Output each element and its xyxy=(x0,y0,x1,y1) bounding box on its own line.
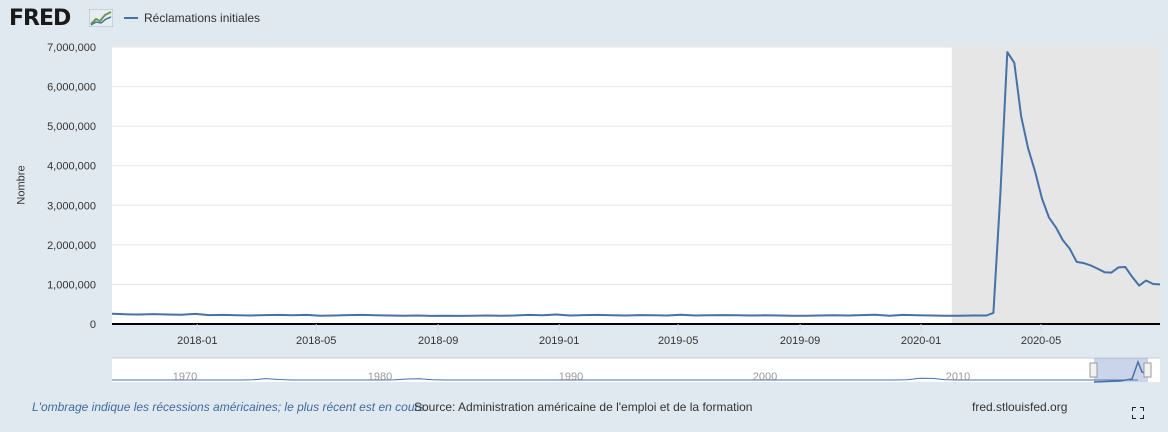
navigator-tick-label: 1970 xyxy=(173,371,197,383)
recession-note[interactable]: L'ombrage indique les récessions américa… xyxy=(32,400,428,414)
navigator-background xyxy=(112,358,1160,382)
y-tick-label: 3,000,000 xyxy=(47,200,96,212)
recession-shade xyxy=(951,47,1160,324)
navigator-left-handle[interactable] xyxy=(1089,362,1098,378)
x-tick-label: 2019-09 xyxy=(780,335,820,347)
legend-label: Réclamations initiales xyxy=(144,11,261,25)
fred-graph-icon xyxy=(89,9,113,27)
x-tick-label: 2018-01 xyxy=(177,335,217,347)
navigator-tick-label: 1980 xyxy=(368,371,392,383)
navigator-tick-label: 2010 xyxy=(946,371,970,383)
y-tick-label: 4,000,000 xyxy=(47,161,96,173)
navigator-selected-range[interactable] xyxy=(1094,358,1148,382)
x-tick-label: 2018-05 xyxy=(296,335,336,347)
navigator-selected-line xyxy=(1093,359,1149,383)
series-line-reclamations-initiales xyxy=(111,51,1161,317)
y-tick-label: 1,000,000 xyxy=(47,279,96,291)
y-tick-label: 6,000,000 xyxy=(47,82,96,94)
legend[interactable]: Réclamations initiales xyxy=(124,11,260,25)
y-tick-label: 7,000,000 xyxy=(47,42,96,54)
x-tick-label: 2019-05 xyxy=(658,335,698,347)
site-link[interactable]: fred.stlouisfed.org xyxy=(972,400,1068,414)
fred-logo[interactable]: FRED xyxy=(9,6,71,31)
y-tick-label: 2,000,000 xyxy=(47,240,96,252)
legend-swatch xyxy=(124,17,138,19)
x-tick-label: 2019-01 xyxy=(539,335,579,347)
navigator-series-line xyxy=(112,377,1138,381)
source-text: Source: Administration américaine de l'e… xyxy=(414,400,753,414)
navigator-tick-label: 2000 xyxy=(753,371,777,383)
x-tick-label: 2020-05 xyxy=(1021,335,1061,347)
x-tick-label: 2018-09 xyxy=(418,335,458,347)
y-tick-label: 0 xyxy=(90,319,96,331)
y-tick-label: 5,000,000 xyxy=(47,121,96,133)
navigator-right-handle[interactable] xyxy=(1143,362,1152,378)
x-tick-label: 2020-01 xyxy=(901,335,941,347)
navigator-tick-label: 1990 xyxy=(559,371,583,383)
fullscreen-icon[interactable] xyxy=(1132,407,1144,419)
